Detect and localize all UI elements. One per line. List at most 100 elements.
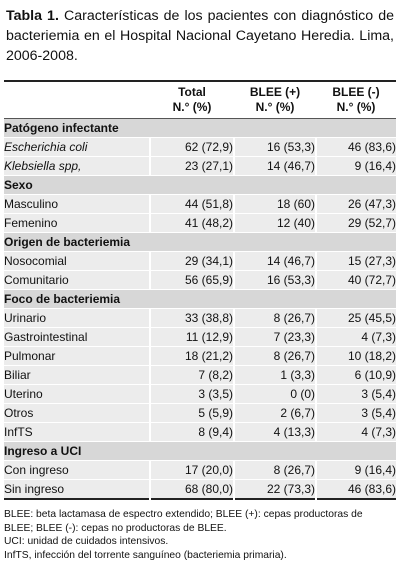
caption-text: Características de los pacientes con dia…	[6, 8, 394, 64]
cell: 4 (7,3)	[315, 327, 396, 347]
data-row: Gastrointestinal 11 (12,9) 7 (23,3) 4 (7,3)	[4, 327, 396, 347]
cell: 14 (46,7)	[233, 156, 316, 176]
cell: 0 (0)	[233, 384, 316, 404]
cell: 56 (65,9)	[149, 270, 234, 290]
section-title: Origen de bacteriemia	[4, 232, 396, 252]
cell: 22 (73,3)	[233, 479, 316, 500]
cell: 9 (16,4)	[315, 156, 396, 176]
section-title: Patógeno infectante	[4, 118, 396, 138]
cell: 16 (53,3)	[233, 137, 316, 157]
data-row: Klebsiella spp, 23 (27,1) 14 (46,7) 9 (16,4…	[4, 156, 396, 176]
cell: 2 (6,7)	[233, 403, 316, 423]
cell: 7 (8,2)	[149, 365, 234, 385]
cell: 29 (52,7)	[315, 213, 396, 233]
cell: 8 (26,7)	[233, 346, 316, 366]
data-row: Masculino 44 (51,8) 18 (60) 26 (47,3)	[4, 194, 396, 214]
cell: 9 (16,4)	[315, 460, 396, 480]
cell: 8 (26,7)	[233, 308, 316, 328]
row-label: Pulmonar	[4, 346, 150, 366]
column-header: BLEE (-) N.° (%)	[316, 81, 396, 119]
section-row: Foco de bacteriemia	[4, 289, 396, 309]
data-row: Comunitario 56 (65,9) 16 (53,3) 40 (72,7)	[4, 270, 396, 290]
cell: 15 (27,3)	[315, 251, 396, 271]
data-row: Femenino 41 (48,2) 12 (40) 29 (52,7)	[4, 213, 396, 233]
column-title: BLEE (+)	[249, 85, 301, 99]
cell: 29 (34,1)	[149, 251, 234, 271]
section-title: Sexo	[4, 175, 396, 195]
cell: 12 (40)	[233, 213, 316, 233]
cell: 17 (20,0)	[149, 460, 234, 480]
data-row: Pulmonar 18 (21,2) 8 (26,7) 10 (18,2)	[4, 346, 396, 366]
column-subtitle: N.° (%)	[172, 100, 212, 114]
cell: 3 (5,4)	[315, 403, 396, 423]
column-subtitle: N.° (%)	[336, 100, 376, 114]
row-label: Sin ingreso	[4, 479, 150, 500]
row-label: Nosocomial	[4, 251, 150, 271]
column-title: Total	[178, 85, 206, 99]
row-label: Uterino	[4, 384, 150, 404]
cell: 3 (5,4)	[315, 384, 396, 404]
row-label: Comunitario	[4, 270, 150, 290]
cell: 33 (38,8)	[149, 308, 234, 328]
cell: 4 (7,3)	[315, 422, 396, 442]
cell: 4 (13,3)	[233, 422, 316, 442]
caption-label: Tabla 1.	[6, 8, 59, 24]
column-header: Total N.° (%)	[150, 81, 234, 119]
cell: 14 (46,7)	[233, 251, 316, 271]
section-row: Sexo	[4, 175, 396, 195]
cell: 7 (23,3)	[233, 327, 316, 347]
footnote: InfTS, infección del torrente sanguíneo …	[4, 549, 287, 561]
footnotes: BLEE: beta lactamasa de espectro extendi…	[4, 508, 394, 562]
data-row: Con ingreso 17 (20,0) 8 (26,7) 9 (16,4)	[4, 460, 396, 480]
data-row: Escherichia coli 62 (72,9) 16 (53,3) 46 (83…	[4, 137, 396, 157]
cell: 62 (72,9)	[149, 137, 234, 157]
row-label: Masculino	[4, 194, 150, 214]
cell: 46 (83,6)	[315, 479, 396, 500]
cell: 25 (45,5)	[315, 308, 396, 328]
section-title: Ingreso a UCI	[4, 441, 396, 461]
data-row: Sin ingreso 68 (80,0) 22 (73,3) 46 (83,6)	[4, 479, 396, 500]
data-row: Biliar 7 (8,2) 1 (3,3) 6 (10,9)	[4, 365, 396, 385]
footnote: BLEE: beta lactamasa de espectro extendi…	[4, 509, 363, 534]
cell: 41 (48,2)	[149, 213, 234, 233]
table-body: Patógeno infectante Escherichia coli 62 (7…	[4, 118, 396, 500]
data-row: InfTS 8 (9,4) 4 (13,3) 4 (7,3)	[4, 422, 396, 442]
cell: 18 (60)	[233, 194, 316, 214]
row-label: Femenino	[4, 213, 150, 233]
cell: 18 (21,2)	[149, 346, 234, 366]
header-corner	[4, 81, 150, 119]
cell: 40 (72,7)	[315, 270, 396, 290]
row-label: Urinario	[4, 308, 150, 328]
cell: 8 (26,7)	[233, 460, 316, 480]
cell: 11 (12,9)	[149, 327, 234, 347]
row-label: Klebsiella spp,	[4, 156, 150, 176]
cell: 23 (27,1)	[149, 156, 234, 176]
row-label: InfTS	[4, 422, 150, 442]
caption: Tabla 1. Características de los paciente…	[6, 6, 394, 66]
data-row: Otros 5 (5,9) 2 (6,7) 3 (5,4)	[4, 403, 396, 423]
section-row: Patógeno infectante	[4, 118, 396, 138]
cell: 1 (3,3)	[233, 365, 316, 385]
data-row: Urinario 33 (38,8) 8 (26,7) 25 (45,5)	[4, 308, 396, 328]
cell: 5 (5,9)	[149, 403, 234, 423]
section-title: Foco de bacteriemia	[4, 289, 396, 309]
cell: 46 (83,6)	[315, 137, 396, 157]
row-label: Biliar	[4, 365, 150, 385]
section-row: Ingreso a UCI	[4, 441, 396, 461]
cell: 3 (3,5)	[149, 384, 234, 404]
row-label: Otros	[4, 403, 150, 423]
cell: 8 (9,4)	[149, 422, 234, 442]
data-row: Nosocomial 29 (34,1) 14 (46,7) 15 (27,3)	[4, 251, 396, 271]
row-label: Con ingreso	[4, 460, 150, 480]
cell: 68 (80,0)	[149, 479, 234, 500]
section-row: Origen de bacteriemia	[4, 232, 396, 252]
footnote: UCI: unidad de cuidados intensivos.	[4, 536, 169, 547]
cell: 26 (47,3)	[315, 194, 396, 214]
cell: 16 (53,3)	[233, 270, 316, 290]
column-subtitle: N.° (%)	[255, 100, 295, 114]
row-label: Escherichia coli	[4, 137, 150, 157]
column-header: BLEE (+) N.° (%)	[234, 81, 316, 119]
column-title: BLEE (-)	[332, 85, 380, 99]
table: Total N.° (%) BLEE (+) N.° (%) BLEE (-) N.° (…	[4, 80, 396, 500]
